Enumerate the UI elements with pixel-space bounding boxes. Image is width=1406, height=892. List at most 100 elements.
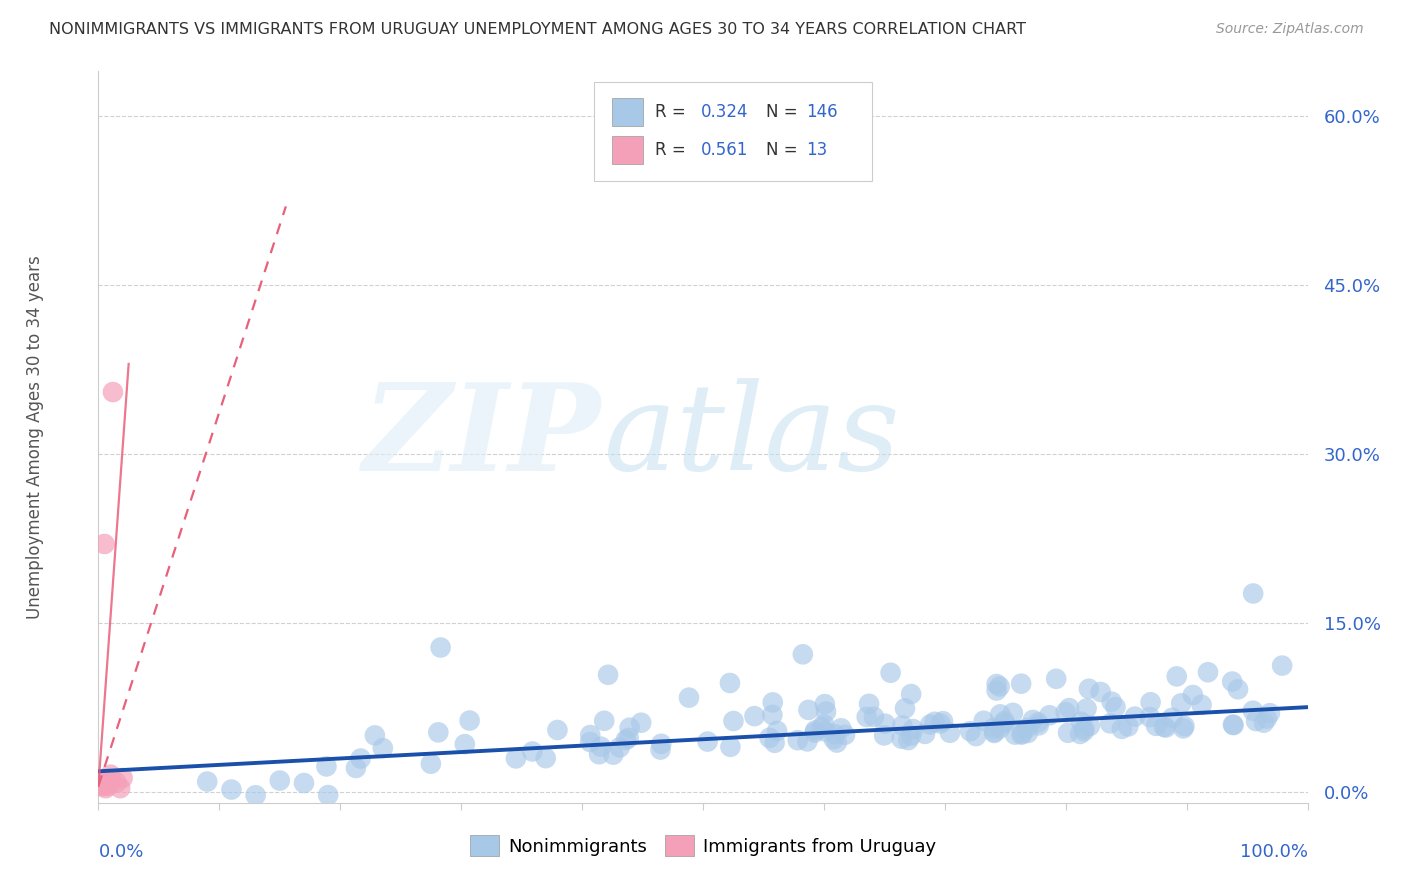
Point xyxy=(593,714,616,728)
Point xyxy=(932,714,955,728)
Point xyxy=(522,744,544,758)
Point xyxy=(609,740,631,755)
Point xyxy=(91,779,114,793)
Point xyxy=(1015,721,1038,735)
Point xyxy=(1271,658,1294,673)
Point xyxy=(1004,728,1026,742)
Text: Unemployment Among Ages 30 to 34 years: Unemployment Among Ages 30 to 34 years xyxy=(27,255,44,619)
Point xyxy=(830,722,852,736)
Text: 13: 13 xyxy=(806,141,827,160)
Point xyxy=(1077,681,1099,696)
Point xyxy=(1220,674,1243,689)
Point xyxy=(1057,701,1080,715)
Point xyxy=(1111,722,1133,736)
Point xyxy=(429,640,451,655)
Point xyxy=(1001,706,1024,720)
Point xyxy=(94,781,117,796)
Point xyxy=(1073,724,1095,739)
Point xyxy=(619,721,641,735)
Text: 0.324: 0.324 xyxy=(700,103,748,121)
Point xyxy=(744,709,766,723)
Point xyxy=(1104,700,1126,714)
Point xyxy=(96,773,118,788)
Point xyxy=(1222,717,1244,731)
Point xyxy=(988,721,1011,735)
Point xyxy=(454,737,477,751)
Point xyxy=(766,723,789,738)
Point xyxy=(813,717,835,731)
Point xyxy=(1038,708,1060,723)
Point xyxy=(901,722,924,736)
Point xyxy=(269,773,291,788)
Point xyxy=(993,714,1015,728)
Point xyxy=(93,537,115,551)
Point xyxy=(1173,719,1195,733)
Point xyxy=(875,716,897,731)
Point xyxy=(815,705,838,719)
Point xyxy=(1101,695,1123,709)
Point xyxy=(614,732,637,747)
Point xyxy=(891,718,914,732)
Point xyxy=(1197,665,1219,680)
Point xyxy=(1258,706,1281,721)
Point xyxy=(101,385,124,400)
Point xyxy=(1099,716,1122,731)
Point xyxy=(1116,719,1139,733)
Text: Source: ZipAtlas.com: Source: ZipAtlas.com xyxy=(1216,22,1364,37)
Point xyxy=(1241,586,1264,600)
Point xyxy=(814,697,837,711)
Point xyxy=(1090,685,1112,699)
Point xyxy=(879,665,901,680)
Point xyxy=(505,751,527,765)
Point xyxy=(797,703,820,717)
Point xyxy=(973,714,995,728)
Text: R =: R = xyxy=(655,141,690,160)
Point xyxy=(371,741,394,756)
Point xyxy=(1161,711,1184,725)
Point xyxy=(1123,709,1146,723)
Point xyxy=(983,725,1005,739)
Point xyxy=(678,690,700,705)
Point xyxy=(1139,695,1161,709)
Point xyxy=(965,729,987,743)
Point xyxy=(1166,669,1188,683)
FancyBboxPatch shape xyxy=(612,136,643,164)
Point xyxy=(1073,722,1095,736)
Point xyxy=(105,775,128,789)
Point xyxy=(792,648,814,662)
Point xyxy=(900,687,922,701)
Point xyxy=(823,732,845,747)
Point xyxy=(349,751,371,765)
Point xyxy=(1022,713,1045,727)
Point xyxy=(804,723,827,738)
Point xyxy=(617,731,640,745)
Point xyxy=(1078,719,1101,733)
Point xyxy=(1076,701,1098,715)
Text: 146: 146 xyxy=(806,103,838,121)
Point xyxy=(796,734,818,748)
Point xyxy=(924,714,946,729)
Point xyxy=(588,747,610,762)
Point xyxy=(920,717,942,731)
Point xyxy=(650,737,672,751)
Point xyxy=(834,728,856,742)
Point xyxy=(1191,698,1213,712)
Point xyxy=(546,723,568,737)
Point xyxy=(718,676,741,690)
Point xyxy=(98,775,121,789)
Point xyxy=(579,735,602,749)
Legend: Nonimmigrants, Immigrants from Uruguay: Nonimmigrants, Immigrants from Uruguay xyxy=(460,824,946,867)
Point xyxy=(1011,728,1033,742)
Point xyxy=(986,683,1008,698)
Point xyxy=(427,725,450,739)
Point xyxy=(986,677,1008,691)
Point xyxy=(419,756,441,771)
Point xyxy=(596,667,619,681)
Point xyxy=(718,739,741,754)
Point xyxy=(1181,688,1204,702)
Point xyxy=(894,701,917,715)
FancyBboxPatch shape xyxy=(612,98,643,126)
Point xyxy=(602,747,624,762)
Point xyxy=(630,715,652,730)
Text: 0.0%: 0.0% xyxy=(98,843,143,861)
